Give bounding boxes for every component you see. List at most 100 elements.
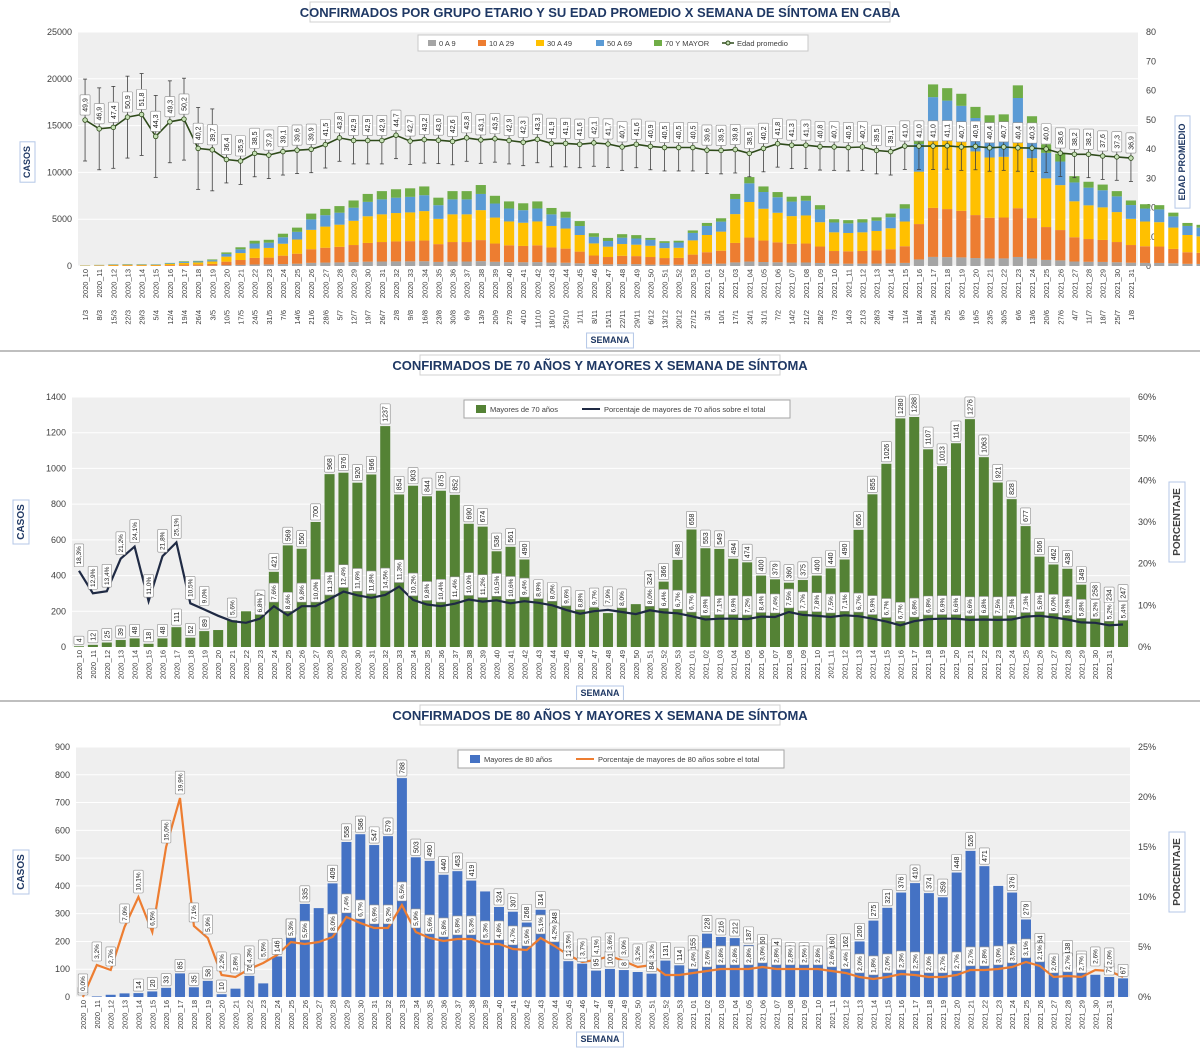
data-label-box xyxy=(772,118,783,140)
data-label-group: 0,0% xyxy=(77,973,88,994)
data-label-box xyxy=(825,549,836,567)
x-tick-label: 2021_21 xyxy=(986,269,995,298)
data-label-group: 84 xyxy=(646,959,657,972)
data-label-box xyxy=(533,579,544,600)
data-label-group: 494 xyxy=(727,540,739,558)
data-label-group: 9,8% xyxy=(296,582,307,603)
bar-segment xyxy=(758,262,769,266)
data-label-group: 5,6% xyxy=(424,914,435,935)
bar-segment xyxy=(602,264,614,266)
data-label-group: 6,7% xyxy=(881,598,892,618)
data-label: 155 xyxy=(691,938,698,950)
data-label-group: 5,3% xyxy=(480,920,491,941)
data-label-group: 2,8% xyxy=(979,946,990,967)
x-axis-group: 2020_10 2020_11 2020_12 2020_13 2020_14 2020_… xyxy=(75,650,1114,679)
data-label: 2,2% xyxy=(912,954,919,969)
y2-tick-label: 30% xyxy=(1138,517,1156,527)
bar-segment xyxy=(899,208,910,222)
bar-segment xyxy=(348,245,359,263)
bar-segment xyxy=(433,197,444,206)
data-label-group: 39,5 xyxy=(871,124,882,146)
data-label-box xyxy=(282,526,294,544)
data-label-box xyxy=(950,595,962,615)
x-tick-label: 2020_14 xyxy=(131,650,140,679)
bar-segment xyxy=(659,248,670,259)
bar xyxy=(199,631,210,647)
data-label: 5,5% xyxy=(302,923,309,938)
bar xyxy=(688,953,699,997)
data-label-box xyxy=(449,476,461,494)
data-label-group: 6,7% xyxy=(672,589,683,610)
data-label-group: 13,4% xyxy=(101,564,112,588)
data-label-group: 42,1 xyxy=(588,117,600,139)
x-date-label: 1/3 xyxy=(81,310,90,320)
data-label: 7,5% xyxy=(995,599,1002,614)
data-label: 39,1 xyxy=(888,130,895,144)
data-label: 2,4% xyxy=(690,952,697,967)
data-label: 146 xyxy=(275,940,282,952)
bar-segment xyxy=(419,261,430,266)
data-label: 36,4 xyxy=(224,137,231,151)
data-label: 6,8% xyxy=(257,598,264,613)
axis-title-box xyxy=(576,685,624,700)
bar-segment xyxy=(758,208,769,241)
x-date-label: 27/9 xyxy=(505,310,514,325)
data-label: 5,6% xyxy=(427,917,434,932)
data-label-box xyxy=(1006,874,1018,891)
data-label-group: 7,4% xyxy=(341,893,352,914)
data-label: 39,5 xyxy=(719,128,726,142)
bar-segment xyxy=(405,188,416,197)
data-label-box xyxy=(646,941,657,962)
data-label-box xyxy=(477,574,488,598)
bar-segment xyxy=(320,247,331,263)
data-label-group: 2,7% xyxy=(1062,952,1073,973)
bar-segment xyxy=(390,197,402,214)
bar-segment xyxy=(659,258,670,265)
x-date-label: 18/10 xyxy=(547,310,556,329)
bar-segment xyxy=(433,261,444,266)
data-label: 3,6% xyxy=(607,935,614,950)
x-tick-label: 2020_44 xyxy=(562,269,571,298)
data-label-box xyxy=(590,956,602,969)
data-label: 11,0% xyxy=(146,577,153,595)
data-label-group: 852 xyxy=(449,476,461,494)
bar-segment xyxy=(291,227,303,232)
bar-segment xyxy=(602,237,614,242)
data-label: 2,8% xyxy=(787,948,794,963)
data-label: 5,1% xyxy=(538,917,545,932)
data-label-box xyxy=(686,592,697,613)
data-label-group: 2,0% xyxy=(923,953,934,974)
bar-segment xyxy=(602,257,614,265)
bar-segment xyxy=(475,185,486,194)
data-label-box xyxy=(979,946,990,967)
data-label: 9,6% xyxy=(563,589,570,604)
data-label-group: 579 xyxy=(382,817,394,835)
data-label: 10,9% xyxy=(466,575,473,594)
data-label: 39,1 xyxy=(280,130,287,144)
y-tick-label: 700 xyxy=(55,798,70,808)
data-label-box xyxy=(645,120,656,142)
data-label: 875 xyxy=(438,475,445,487)
x-tick-label: 2020_30 xyxy=(356,1000,365,1029)
data-label-box xyxy=(1020,938,1032,959)
x-tick-label: 2021_28 xyxy=(1063,650,1072,679)
data-label-box xyxy=(320,119,331,140)
legend-label: Mayores de 70 años xyxy=(490,405,558,414)
data-label-box xyxy=(814,121,826,142)
bar-segment xyxy=(263,257,274,265)
bar-segment xyxy=(800,215,811,244)
avg-age-point xyxy=(916,143,922,149)
bar-segment xyxy=(970,106,981,119)
bar-segment xyxy=(970,258,981,266)
chart-panel-80plus: CONFIRMADOS DE 80 AÑOS Y MAYORES X SEMAN… xyxy=(0,703,1200,1051)
x-tick-label: 2020_19 xyxy=(204,1000,213,1029)
avg-age-point xyxy=(223,156,230,163)
bar-segment xyxy=(956,141,967,211)
data-label-box xyxy=(561,586,572,607)
bar-segment xyxy=(786,196,797,202)
data-label: 854 xyxy=(397,478,404,490)
x-tick-label: 2021_22 xyxy=(980,650,989,679)
data-label: 7,8% xyxy=(814,595,821,610)
legend-swatch xyxy=(478,40,486,46)
data-label-group: 2,2% xyxy=(216,951,227,972)
